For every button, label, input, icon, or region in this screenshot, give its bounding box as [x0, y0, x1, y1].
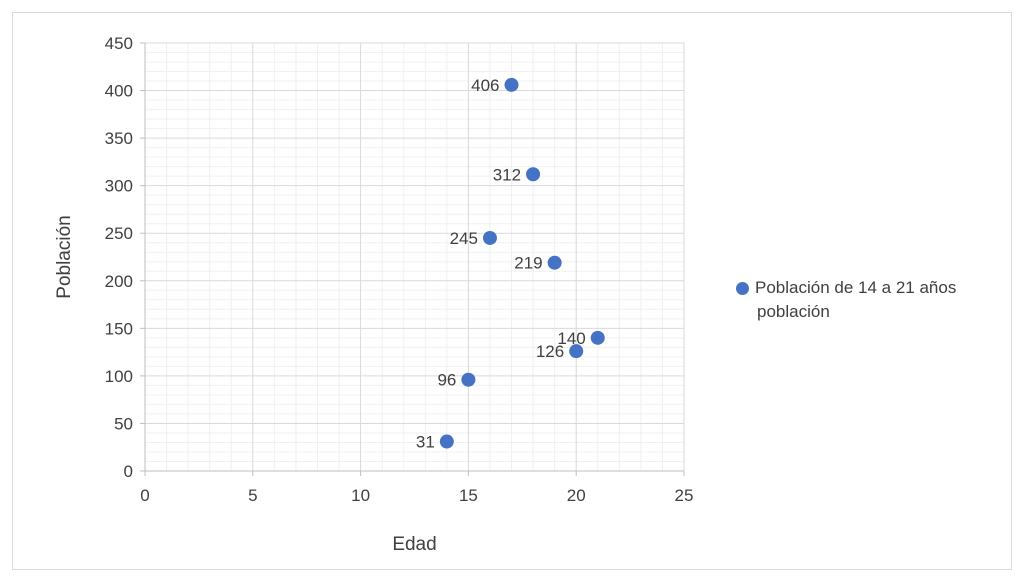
legend: Población de 14 a 21 años población [736, 276, 956, 324]
data-label: 96 [437, 371, 456, 390]
y-tick-label: 150 [105, 319, 133, 338]
axes [140, 42, 685, 476]
data-point [504, 77, 519, 92]
y-tick-label: 50 [114, 414, 133, 433]
legend-label-line2: población [757, 302, 830, 321]
data-label: 31 [416, 433, 435, 452]
y-tick-label: 450 [105, 34, 133, 53]
x-tick-label: 0 [140, 486, 149, 505]
minor-gridlines [145, 43, 684, 471]
legend-label-line1: Población de 14 a 21 años [755, 278, 957, 297]
y-axis-title: Población [54, 215, 75, 298]
y-tick-label: 350 [105, 129, 133, 148]
y-tick-label: 400 [105, 82, 133, 101]
x-tick-label: 5 [248, 486, 257, 505]
data-label: 245 [450, 229, 478, 248]
x-tick-label: 10 [351, 486, 370, 505]
data-point [482, 230, 497, 245]
data-label: 126 [536, 342, 564, 361]
data-points [439, 77, 605, 449]
data-label: 312 [493, 165, 521, 184]
data-label: 140 [557, 329, 585, 348]
data-point [590, 330, 605, 345]
data-point [547, 255, 562, 270]
y-tick-label: 300 [105, 177, 133, 196]
y-tick-label: 0 [124, 462, 133, 481]
data-label: 219 [514, 254, 542, 273]
data-point [569, 344, 584, 359]
data-label: 406 [471, 76, 499, 95]
y-tick-label: 100 [105, 367, 133, 386]
legend-marker [736, 281, 749, 295]
y-tick-label: 200 [105, 272, 133, 291]
major-gridlines [144, 42, 685, 472]
data-point [439, 434, 454, 449]
data-point [526, 167, 541, 182]
x-tick-label: 25 [675, 486, 694, 505]
x-axis-title: Edad [392, 534, 436, 555]
x-tick-label: 15 [459, 486, 478, 505]
x-tick-label: 20 [567, 486, 586, 505]
y-tick-label: 250 [105, 224, 133, 243]
data-point [461, 372, 476, 387]
